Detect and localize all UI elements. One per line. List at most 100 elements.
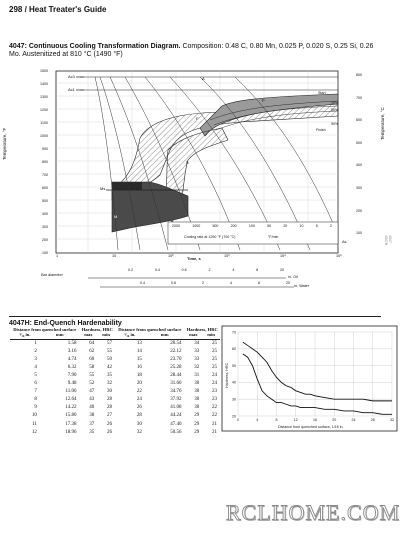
table-cell: 24	[136, 397, 142, 403]
right-tick-label: 600	[356, 118, 362, 123]
water-value: 0.4	[140, 281, 145, 285]
water-value: 8	[258, 281, 260, 285]
cooling-rate-value: 2000	[172, 224, 180, 228]
table-row: 7 11.06 47 30 22 34.76 30 23	[10, 388, 220, 396]
table-row: 6 9.48 52 32 20 31.60 30 24	[10, 380, 220, 388]
table-cell: 28	[106, 405, 112, 411]
table-cell: 2	[34, 348, 37, 354]
th-distance-right: Distance from quenched surface	[118, 327, 182, 332]
table-cell: 33	[194, 348, 200, 354]
table-cell: 4	[34, 364, 37, 370]
table-cell: 3.16	[67, 348, 77, 354]
left-tick-label: 1500	[40, 69, 48, 73]
table-cell: 31	[194, 373, 200, 378]
water-value: 0.6	[171, 281, 176, 285]
table-cell: 8	[34, 397, 37, 403]
water-value: 2	[202, 281, 204, 285]
table-cell: 29	[194, 421, 200, 427]
table-cell: 25	[212, 356, 217, 362]
th-min-right: min	[202, 332, 220, 340]
ms-region	[112, 182, 142, 190]
th-hardness-right: Hardness, HRC	[186, 327, 218, 332]
table-cell: 22	[212, 413, 217, 419]
bar-diameter-scales	[88, 277, 294, 288]
oil-value: 8	[256, 268, 259, 272]
time-axis: 1 10 10² 10³ 10⁴ 10⁵	[56, 254, 346, 262]
table-cell: 26	[136, 405, 142, 411]
hard-chart-ytick: 60	[232, 347, 236, 351]
table-cell: 15.80	[65, 413, 77, 419]
table-cell: 22.12	[170, 348, 182, 354]
label-10pct: 10%	[331, 101, 339, 105]
table-cell: 14.22	[65, 405, 77, 411]
table-cell: 9.48	[67, 381, 77, 387]
left-tick-label: 1400	[40, 82, 48, 86]
marker-ms: Ms	[100, 186, 106, 191]
time-tick-label: 10³	[224, 254, 230, 258]
table-cell: 7	[34, 389, 37, 395]
hard-chart-ytick: 70	[232, 330, 236, 334]
table-cell: 30	[194, 397, 200, 403]
hard-chart-xtick: 28	[371, 418, 375, 422]
table-cell: 41.08	[170, 405, 182, 411]
watermark: RCLHOME.COM	[226, 500, 401, 526]
cooling-rate-value: 50	[267, 224, 272, 228]
hard-chart-xtick: 20	[332, 418, 336, 422]
table-cell: 33	[194, 356, 200, 362]
hard-chart-xtick: 16	[313, 418, 317, 422]
table-cell: 28.44	[170, 373, 182, 378]
table-cell: 44.24	[170, 413, 182, 419]
table-cell: 30	[136, 421, 142, 427]
marker-f: F	[196, 116, 199, 121]
cooling-rate-value: 20	[283, 224, 288, 228]
table-cell: 28	[136, 413, 142, 419]
hard-chart-ytick: 20	[232, 414, 236, 418]
section-divider	[9, 316, 381, 317]
cooling-rate-values: 2000 1000 500 200 100 50 20 10 5 2	[172, 224, 332, 230]
time-tick-label: 10	[112, 254, 117, 258]
th-mm-right: mm	[144, 332, 185, 340]
table-cell: 21	[212, 421, 217, 427]
water-value: 4	[230, 281, 232, 285]
table-row: 9 14.22 40 28 26 41.08 30 22	[10, 404, 220, 412]
table-cell: 11	[32, 421, 37, 427]
table-cell: 26	[106, 429, 112, 435]
table-cell: 14	[136, 348, 142, 354]
table-cell: 1.58	[67, 340, 77, 346]
table-cell: 50	[106, 356, 112, 362]
table-cell: 27	[106, 413, 112, 419]
table-cell: 25	[212, 364, 217, 370]
right-tick-label: 700	[356, 95, 362, 100]
table-cell: 28	[106, 397, 112, 403]
table-cell: 40	[89, 405, 95, 411]
cooling-rate-value: 5	[315, 224, 318, 228]
table-cell: 11.06	[65, 389, 77, 395]
cooling-rate-box	[167, 221, 339, 245]
table-row: 11 17.38 37 26 30 47.40 29 21	[10, 421, 220, 429]
hard-chart-series-max	[242, 341, 392, 402]
table-cell: 50.56	[170, 429, 182, 435]
as-label: As	[342, 240, 347, 244]
cooling-rate-value: 500	[212, 224, 219, 228]
table-cell: 62	[89, 348, 95, 354]
table-row: 10 15.80 38 27 28 44.24 29 22	[10, 412, 220, 420]
table-cell: 30	[194, 389, 200, 395]
left-tick-label: 1100	[40, 121, 48, 125]
hard-chart-ytick: 50	[232, 364, 236, 368]
cct-title: 4047: Continuous Cooling Transformation …	[9, 43, 379, 59]
right-tick-label: 400	[356, 163, 362, 168]
th-max-right: max	[184, 332, 203, 340]
table-cell: 37	[89, 421, 95, 427]
cooling-rate-value: 2	[329, 224, 332, 228]
right-tick-label: 200	[356, 208, 362, 213]
table-row: 2 3.16 62 55 14 22.12 33 25	[10, 348, 220, 356]
table-cell: 12.64	[65, 397, 77, 403]
oil-value: 4	[232, 268, 235, 272]
hard-chart-xtick: 12	[294, 418, 298, 422]
table-row: 12 18.96 35 26 32 50.56 29 21	[10, 429, 220, 437]
left-tick-label: 100	[42, 251, 48, 255]
marker-b: B	[186, 160, 189, 165]
marker-p: P	[262, 98, 265, 103]
